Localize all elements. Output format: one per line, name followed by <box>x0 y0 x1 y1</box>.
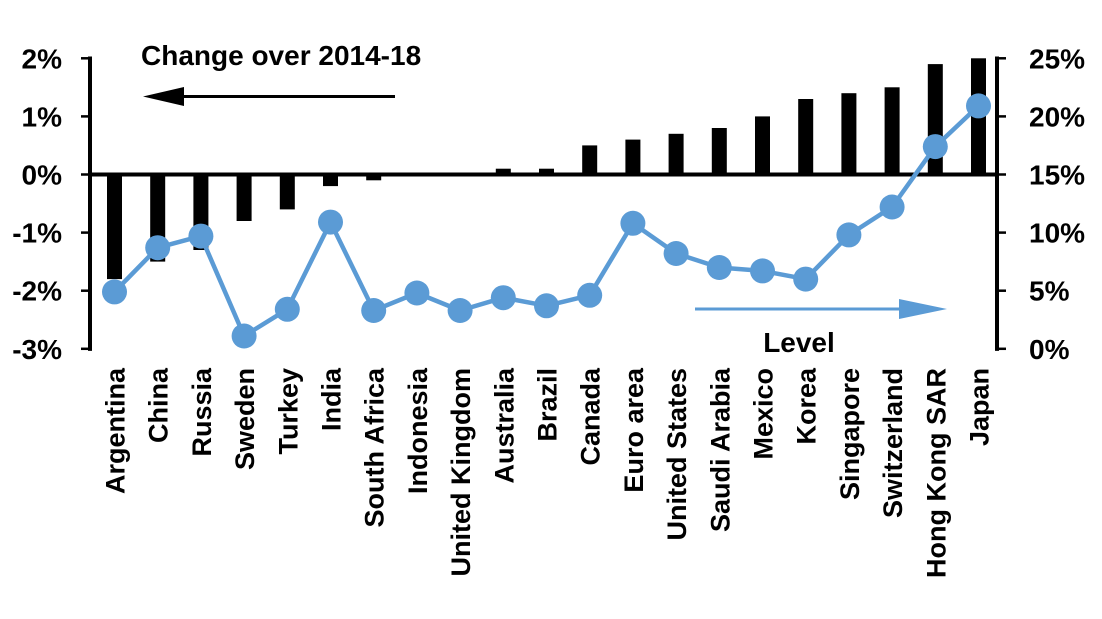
left-axis-tick-label: -1% <box>12 218 62 249</box>
bar-euro-area <box>625 139 641 175</box>
left-axis-tick-label: 1% <box>22 101 63 132</box>
x-label-singapore: Singapore <box>835 368 865 500</box>
bar-singapore <box>841 93 857 175</box>
left-axis-tick-label: 2% <box>22 43 63 74</box>
dot-argentina <box>102 279 127 305</box>
x-label-united-states: United States <box>662 368 692 541</box>
dot-japan <box>966 93 991 119</box>
left-axis-tick-label: -2% <box>12 276 62 307</box>
x-label-hong-kong-sar: Hong Kong SAR <box>921 368 951 578</box>
dot-mexico <box>750 258 775 284</box>
x-label-japan: Japan <box>965 368 995 446</box>
left-axis-tick-label: -3% <box>12 334 62 365</box>
right-axis-tick-label: 10% <box>1029 218 1085 249</box>
bar-saudi-arabia <box>711 128 727 175</box>
right-arrow-head-icon <box>899 299 947 319</box>
dot-sweden <box>231 323 257 349</box>
x-label-argentina: Argentina <box>101 367 131 494</box>
right-axis-tick-label: 15% <box>1029 160 1085 191</box>
dot-canada <box>577 282 603 308</box>
bar-south-africa <box>366 174 382 181</box>
x-label-india: India <box>317 367 347 431</box>
axes-group: 2% 1% 0% -1% -2% -3% 25% 20% 15% 10% 5% 0% <box>12 43 1085 365</box>
dot-hong-kong-sar <box>922 134 948 160</box>
bar-turkey <box>279 174 295 210</box>
dot-china <box>145 235 171 261</box>
x-label-canada: Canada <box>576 367 606 466</box>
right-axis-tick-label: 20% <box>1029 101 1085 132</box>
x-label-euro-area: Euro area <box>619 367 649 493</box>
dot-singapore <box>836 222 862 248</box>
right-axis-tick-label: 5% <box>1029 276 1070 307</box>
x-axis-labels: Argentina China Russia Sweden Turkey India Sou… <box>101 367 995 578</box>
x-label-united-kingdom: United Kingdom <box>446 368 476 576</box>
left-series-annotation-label: Change over 2014-18 <box>141 40 421 71</box>
left-arrow-head-icon <box>143 87 184 106</box>
dot-russia <box>188 223 214 249</box>
bar-switzerland <box>884 87 900 175</box>
left-axis-tick-label: 0% <box>22 160 63 191</box>
bar-brazil <box>539 168 554 175</box>
x-label-brazil: Brazil <box>533 368 563 442</box>
bar-mexico <box>755 116 770 175</box>
x-label-indonesia: Indonesia <box>403 367 433 494</box>
right-series-annotation-label: Level <box>763 327 835 358</box>
dot-indonesia <box>404 280 430 306</box>
dots-group <box>102 93 991 349</box>
dot-switzerland <box>879 194 905 220</box>
dot-south-africa <box>361 298 387 323</box>
dot-india <box>318 209 343 235</box>
x-label-australia: Australia <box>489 367 519 484</box>
bar-sweden <box>236 174 252 221</box>
annotations-group: Change over 2014-18 Level <box>141 40 947 358</box>
x-label-china: China <box>144 367 174 443</box>
dot-united-kingdom <box>447 298 473 323</box>
x-label-saudi-arabia: Saudi Arabia <box>705 367 735 532</box>
right-axis-tick-label: 0% <box>1029 334 1070 365</box>
dot-australia <box>490 285 516 311</box>
dot-turkey <box>274 296 300 322</box>
dot-euro-area <box>620 210 646 236</box>
x-label-korea: Korea <box>792 367 822 445</box>
x-label-mexico: Mexico <box>749 368 779 460</box>
bar-korea <box>798 99 814 175</box>
bar-united-states <box>668 133 684 175</box>
x-label-switzerland: Switzerland <box>878 368 908 518</box>
bar-canada <box>582 145 598 175</box>
dot-saudi-arabia <box>706 255 732 280</box>
dot-brazil <box>534 293 559 319</box>
x-label-south-africa: South Africa <box>360 367 390 527</box>
x-label-sweden: Sweden <box>230 368 260 470</box>
x-label-turkey: Turkey <box>273 368 303 455</box>
bar-argentina <box>107 174 122 280</box>
bar-australia <box>495 168 511 175</box>
right-axis-tick-label: 25% <box>1029 43 1085 74</box>
x-label-russia: Russia <box>187 367 217 457</box>
dot-korea <box>793 266 819 292</box>
dot-united-states <box>663 241 689 266</box>
bar-india <box>323 174 338 187</box>
